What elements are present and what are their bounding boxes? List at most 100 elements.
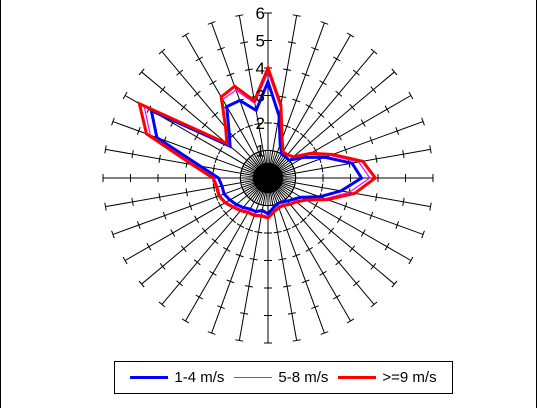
r-tick-label: 0 bbox=[256, 169, 265, 188]
tick-8-4 bbox=[375, 154, 378, 163]
tick-33-6 bbox=[181, 32, 190, 38]
tick-1-3 bbox=[278, 95, 287, 98]
tick-13-3 bbox=[328, 227, 335, 235]
tick-26-4 bbox=[158, 193, 161, 202]
tick-14-4 bbox=[335, 259, 343, 266]
tick-21-5 bbox=[195, 294, 203, 300]
tick-7-4 bbox=[369, 136, 374, 145]
r-tick-label: 4 bbox=[256, 59, 265, 78]
tick-26-3 bbox=[185, 188, 188, 197]
tick-33-5 bbox=[195, 56, 203, 62]
tick-15-6 bbox=[346, 318, 355, 324]
legend-label: 1-4 m/s bbox=[174, 369, 225, 386]
tick-labels-group: 0 1 2 3 4 5 6 bbox=[256, 4, 265, 188]
tick-10-2 bbox=[320, 183, 324, 192]
tick-24-4 bbox=[170, 229, 176, 237]
tick-14-6 bbox=[370, 301, 378, 308]
tick-7-6 bbox=[421, 117, 425, 126]
legend-label: >=9 m/s bbox=[382, 369, 437, 386]
r-tick-label: 3 bbox=[256, 87, 265, 106]
tick-22-6 bbox=[158, 301, 166, 308]
tick-13-2 bbox=[307, 209, 314, 217]
tick-7-3 bbox=[343, 145, 348, 154]
tick-23-3 bbox=[201, 227, 208, 235]
legend-label: 5-8 m/s bbox=[278, 369, 329, 386]
tick-6-5 bbox=[384, 105, 390, 113]
legend-swatch bbox=[234, 377, 273, 378]
tick-8-2 bbox=[320, 164, 324, 173]
tick-3-4 bbox=[319, 80, 327, 86]
tick-19-5 bbox=[240, 312, 249, 315]
tick-34-6 bbox=[207, 21, 216, 25]
tick-28-4 bbox=[158, 154, 161, 163]
tick-26-6 bbox=[104, 202, 107, 211]
tick-33-2 bbox=[236, 127, 245, 133]
tick-12-4 bbox=[360, 229, 366, 237]
tick-22-5 bbox=[176, 280, 184, 287]
tick-24-3 bbox=[194, 215, 199, 223]
tick-17-2 bbox=[273, 230, 282, 234]
tick-16-5 bbox=[311, 305, 319, 310]
tick-19-2 bbox=[254, 230, 263, 234]
tick-33-4 bbox=[209, 80, 217, 86]
r-tick-label: 5 bbox=[256, 32, 265, 51]
tick-10-5 bbox=[402, 197, 405, 206]
tick-25-6 bbox=[111, 230, 115, 239]
tick-28-6 bbox=[104, 145, 107, 154]
r-tick-label: 2 bbox=[256, 114, 265, 133]
tick-20-5 bbox=[217, 305, 225, 310]
tick-4-6 bbox=[370, 48, 378, 55]
tick-10-6 bbox=[429, 202, 432, 211]
tick-3-5 bbox=[333, 56, 341, 62]
tick-13-5 bbox=[370, 262, 377, 270]
legend-swatch bbox=[338, 376, 377, 379]
tick-34-2 bbox=[245, 124, 254, 129]
tick-6-6 bbox=[408, 91, 414, 100]
tick-29-6 bbox=[111, 117, 115, 126]
tick-10-4 bbox=[375, 193, 378, 202]
tick-32-4 bbox=[193, 90, 201, 97]
series-group bbox=[137, 63, 378, 220]
tick-12-6 bbox=[408, 256, 414, 265]
tick-16-4 bbox=[301, 279, 310, 284]
tick-1-6 bbox=[292, 14, 301, 17]
legend-entry: 5-8 m/s bbox=[234, 369, 328, 386]
tick-15-2 bbox=[291, 223, 300, 229]
tick-8-6 bbox=[429, 145, 432, 154]
tick-19-6 bbox=[235, 339, 244, 342]
tick-23-4 bbox=[180, 245, 187, 253]
tick-22-3 bbox=[211, 238, 219, 245]
tick-25-3 bbox=[188, 202, 193, 211]
tick-35-2 bbox=[254, 122, 263, 126]
tick-2-4 bbox=[301, 72, 310, 77]
tick-25-2 bbox=[214, 192, 219, 201]
tick-4-2 bbox=[299, 132, 307, 139]
tick-31-3 bbox=[201, 121, 208, 129]
tick-32-5 bbox=[176, 69, 184, 76]
series-2-line bbox=[137, 63, 378, 220]
tick-23-2 bbox=[222, 209, 229, 217]
tick-13-4 bbox=[349, 245, 356, 253]
tick-7-5 bbox=[395, 127, 400, 135]
tick-15-5 bbox=[333, 294, 341, 300]
tick-15-4 bbox=[319, 270, 327, 276]
tick-32-6 bbox=[158, 48, 166, 55]
tick-15-3 bbox=[305, 247, 313, 252]
tick-8-5 bbox=[402, 150, 405, 159]
tick-32-3 bbox=[211, 111, 219, 118]
tick-17-5 bbox=[287, 312, 296, 315]
tick-14-2 bbox=[299, 217, 307, 224]
tick-6-4 bbox=[360, 119, 366, 127]
tick-16-3 bbox=[292, 253, 301, 258]
tick-17-3 bbox=[278, 258, 287, 261]
legend-entry: 1-4 m/s bbox=[130, 369, 224, 386]
tick-4-4 bbox=[335, 90, 343, 97]
tick-31-5 bbox=[159, 86, 166, 94]
tick-5-5 bbox=[370, 86, 377, 94]
tick-3-3 bbox=[305, 104, 313, 109]
spokes-group bbox=[102, 12, 434, 344]
r-tick-label: 1 bbox=[256, 142, 265, 161]
tick-5-3 bbox=[328, 121, 335, 129]
tick-13-6 bbox=[391, 280, 398, 288]
